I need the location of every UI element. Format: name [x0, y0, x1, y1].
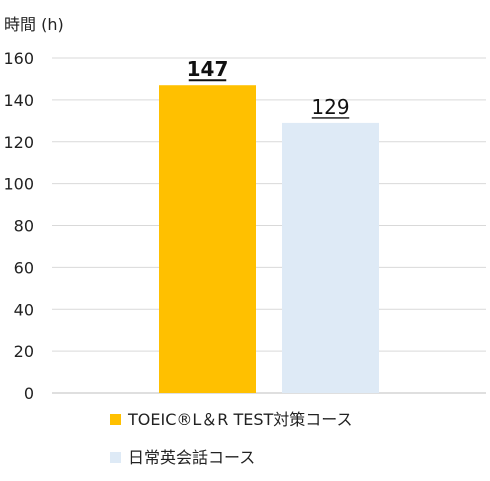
bar-1	[159, 85, 256, 393]
y-tick-label-100: 100	[3, 175, 34, 194]
bar-value-label-1: 147	[187, 57, 229, 81]
y-tick-label-120: 120	[3, 133, 34, 152]
y-tick-label-140: 140	[3, 91, 34, 110]
y-tick-label-0: 0	[24, 384, 34, 403]
y-axis-ticks: 0 20 40 60 80 100 120 140 160	[3, 49, 34, 403]
y-tick-label-160: 160	[3, 49, 34, 68]
y-tick-label-80: 80	[14, 217, 34, 236]
y-tick-label-60: 60	[14, 258, 34, 277]
legend-swatch-1	[110, 414, 121, 425]
gridlines	[52, 57, 486, 394]
legend-label-2: 日常英会話コース	[128, 448, 255, 467]
y-axis-unit-label: 時間 (h)	[4, 15, 64, 34]
y-tick-label-40: 40	[14, 300, 34, 319]
legend-swatch-2	[110, 452, 121, 463]
bar-value-label-2: 129	[311, 95, 349, 119]
bar-2	[282, 122, 379, 393]
y-tick-label-20: 20	[14, 342, 34, 361]
legend-label-1: TOEIC®L＆R TEST対策コース	[127, 410, 353, 429]
bars: 147 129	[159, 57, 379, 393]
